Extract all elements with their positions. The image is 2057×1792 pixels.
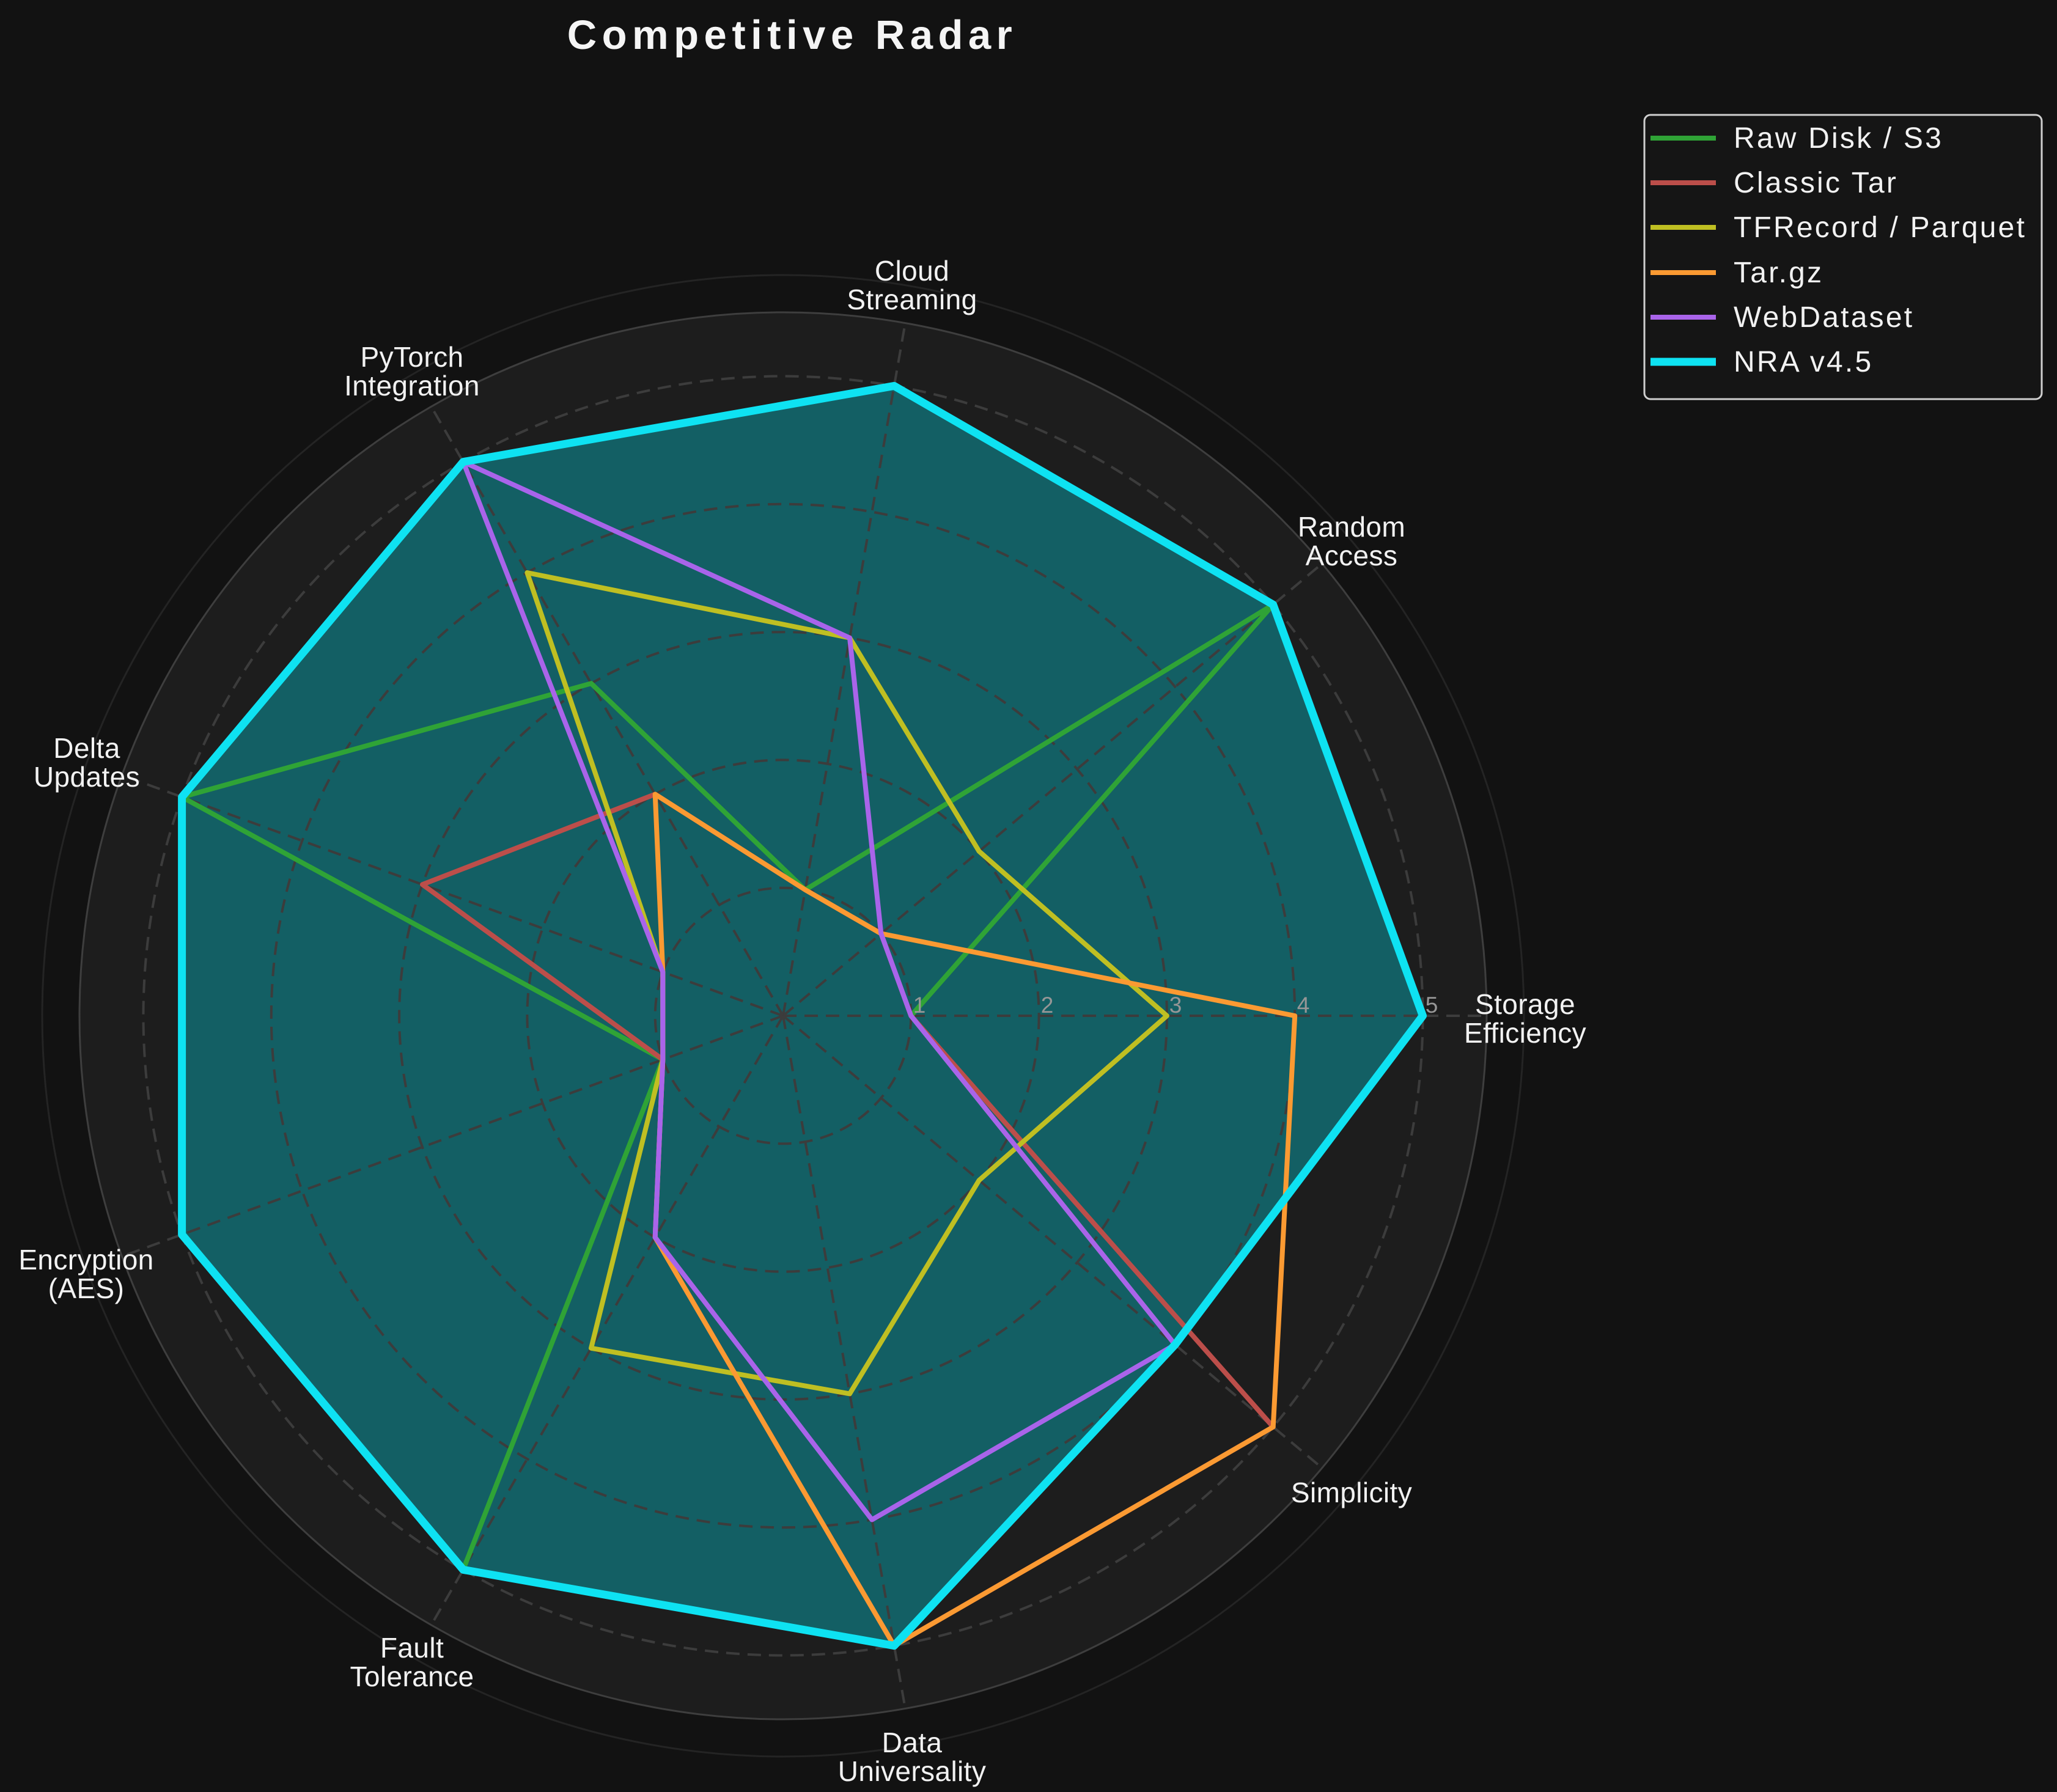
svg-text:Encryption: Encryption — [18, 1244, 153, 1276]
svg-text:5: 5 — [1426, 993, 1438, 1018]
svg-text:2: 2 — [1041, 993, 1054, 1018]
svg-text:Efficiency: Efficiency — [1464, 1017, 1586, 1049]
svg-text:Storage: Storage — [1475, 988, 1575, 1020]
svg-text:Universality: Universality — [838, 1755, 987, 1787]
svg-text:Access: Access — [1306, 540, 1398, 571]
svg-text:NRA v4.5: NRA v4.5 — [1734, 346, 1873, 378]
svg-text:Integration: Integration — [344, 370, 480, 402]
svg-text:Tar.gz: Tar.gz — [1734, 257, 1823, 289]
svg-text:Tolerance: Tolerance — [350, 1661, 474, 1692]
svg-text:3: 3 — [1169, 993, 1182, 1018]
svg-text:1: 1 — [913, 993, 926, 1018]
svg-text:PyTorch: PyTorch — [361, 341, 464, 373]
svg-text:Data: Data — [882, 1727, 943, 1758]
svg-text:Streaming: Streaming — [847, 284, 977, 315]
svg-text:Classic Tar: Classic Tar — [1734, 167, 1898, 199]
svg-text:Fault: Fault — [380, 1632, 444, 1664]
svg-text:4: 4 — [1297, 993, 1310, 1018]
svg-text:(AES): (AES) — [48, 1272, 125, 1304]
svg-text:Delta: Delta — [53, 732, 120, 764]
svg-text:Competitive Radar: Competitive Radar — [567, 12, 1017, 58]
svg-text:Simplicity: Simplicity — [1291, 1477, 1412, 1508]
svg-text:TFRecord / Parquet: TFRecord / Parquet — [1734, 211, 2026, 244]
svg-text:Raw Disk / S3: Raw Disk / S3 — [1734, 122, 1943, 155]
svg-text:Updates: Updates — [34, 761, 140, 793]
svg-text:Random: Random — [1298, 511, 1405, 543]
svg-text:WebDataset: WebDataset — [1734, 301, 1914, 334]
svg-text:Cloud: Cloud — [875, 255, 949, 287]
